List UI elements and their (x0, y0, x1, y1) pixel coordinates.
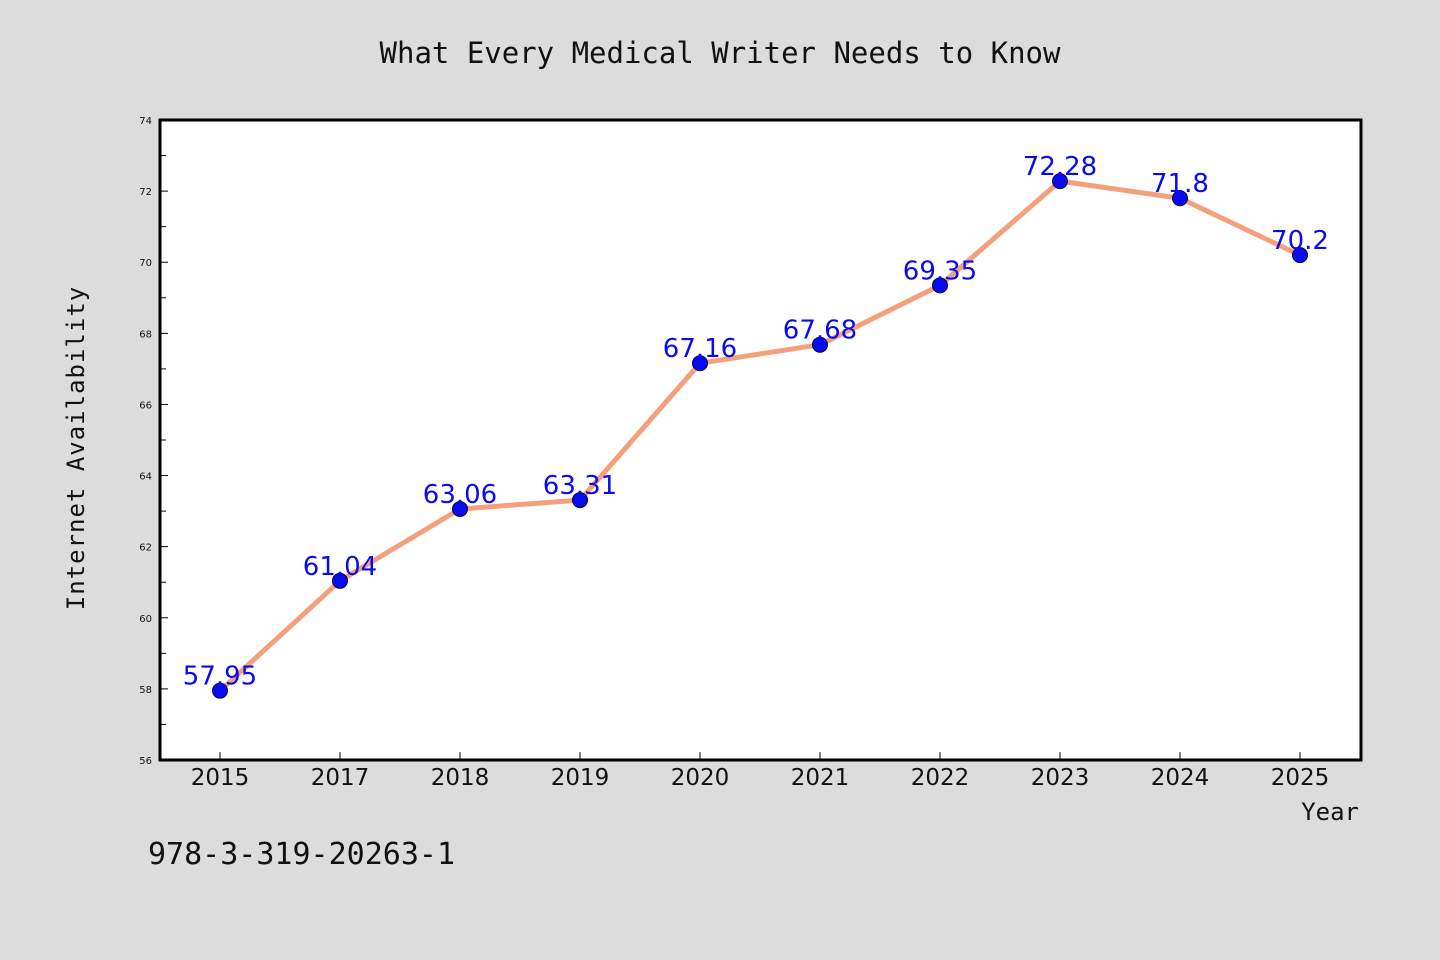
y-tick-label: 74 (139, 116, 152, 127)
data-label: 70.2 (1271, 226, 1329, 256)
data-point (1292, 247, 1308, 264)
data-label: 72.28 (1023, 152, 1097, 182)
chart-title: What Every Medical Writer Needs to Know (380, 36, 1061, 70)
x-tick-label: 2021 (791, 765, 850, 791)
y-tick-label: 66 (139, 400, 152, 411)
data-label: 71.8 (1151, 169, 1209, 199)
data-label: 57.95 (183, 662, 257, 692)
data-point (332, 572, 348, 589)
y-axis-label: Internet Availability (62, 286, 90, 610)
x-tick-label: 2025 (1271, 765, 1330, 791)
x-tick-label: 2023 (1031, 765, 1090, 791)
data-label: 63.31 (543, 471, 617, 501)
x-axis: 2015 2017 2018 2019 2020 2021 2022 2023 2024 2025 (191, 752, 1330, 791)
data-point (692, 355, 708, 372)
data-label: 67.68 (783, 316, 857, 346)
x-tick-label: 2015 (191, 765, 250, 791)
data-label: 69.35 (903, 256, 977, 286)
data-point (812, 336, 828, 353)
data-point (212, 682, 228, 699)
y-tick-label: 56 (139, 756, 152, 767)
x-tick-label: 2017 (311, 765, 370, 791)
x-tick-label: 2024 (1151, 765, 1210, 791)
y-tick-label: 60 (139, 614, 152, 625)
y-tick-label: 70 (139, 258, 152, 269)
data-point (932, 277, 948, 294)
series-line (217, 178, 1303, 694)
x-axis-label: Year (1301, 798, 1359, 826)
x-tick-label: 2019 (551, 765, 610, 791)
x-tick-label: 2018 (431, 765, 490, 791)
data-label: 61.04 (303, 552, 377, 582)
y-tick-label: 62 (139, 543, 152, 554)
plot-area (160, 120, 1361, 760)
data-point (452, 500, 468, 517)
y-tick-label: 64 (139, 472, 152, 483)
data-labels: 57.95 61.04 63.06 63.31 67.16 67.68 69.35 72.28… (183, 152, 1329, 692)
y-tick-label: 68 (139, 329, 152, 340)
x-tick-label: 2022 (911, 765, 970, 791)
x-tick-label: 2020 (671, 765, 730, 791)
series-layer (212, 173, 1308, 699)
data-label: 67.16 (663, 334, 737, 364)
y-tick-label: 72 (139, 187, 152, 198)
y-tick-label: 58 (139, 685, 152, 696)
data-point (1172, 190, 1188, 207)
data-label: 63.06 (423, 480, 497, 510)
data-point (1052, 173, 1068, 190)
footer-text: 978-3-319-20263-1 (148, 837, 455, 872)
plot-frame (158, 118, 1363, 762)
data-point (572, 492, 588, 509)
